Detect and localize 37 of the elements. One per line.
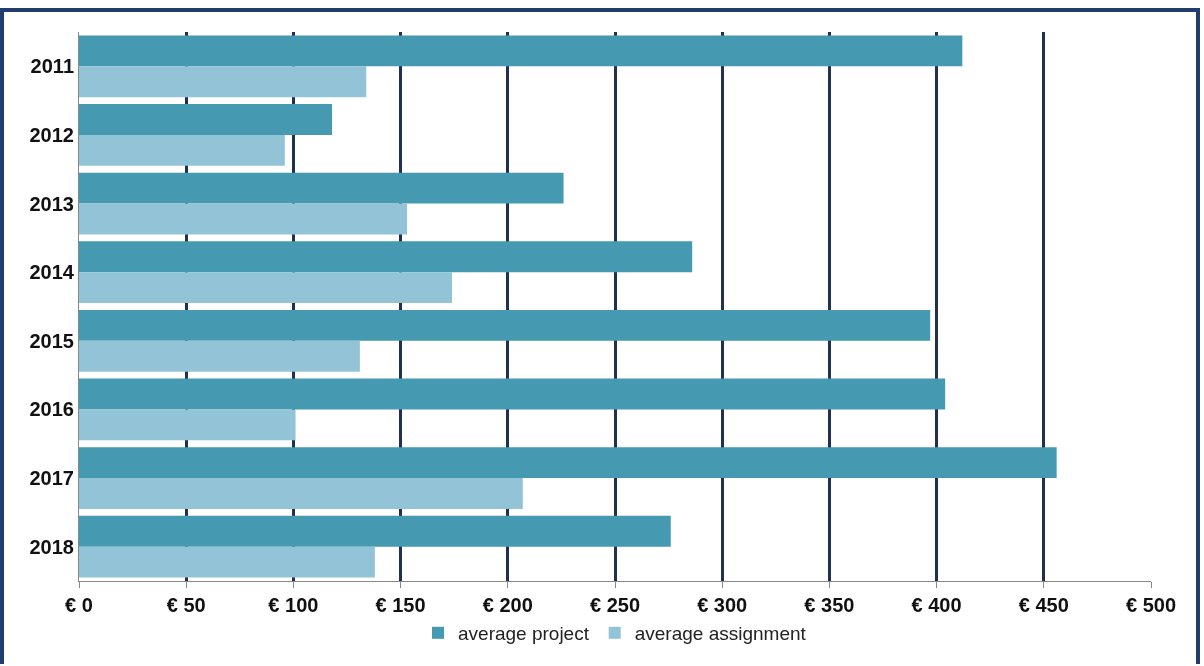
- bar: [79, 309, 931, 341]
- x-tick-label: € 350: [804, 594, 855, 616]
- x-tick-label: € 50: [166, 594, 206, 616]
- bar: [79, 340, 360, 372]
- y-tick-label: 2014: [29, 261, 75, 284]
- x-tick-label: € 100: [268, 594, 319, 616]
- y-tick-label: 2013: [29, 192, 74, 215]
- x-tick-label: € 400: [911, 594, 962, 616]
- x-tick-label: € 150: [375, 594, 426, 616]
- legend-label: average assignment: [634, 623, 807, 645]
- y-tick-label: 2016: [29, 398, 74, 421]
- bar: [79, 35, 963, 67]
- bar: [79, 172, 564, 204]
- y-tick-label: 2012: [29, 123, 74, 146]
- x-tick-label: € 0: [65, 594, 93, 616]
- y-tick-label: 2018: [29, 535, 74, 558]
- y-tick-label: 2015: [29, 329, 74, 352]
- x-tick-label: € 250: [589, 594, 641, 616]
- bar: [79, 409, 296, 441]
- legend-label: average project: [458, 623, 590, 645]
- x-tick-label: € 200: [482, 594, 533, 616]
- y-tick-label: 2017: [29, 467, 74, 490]
- bar: [79, 134, 285, 166]
- y-tick-label: 2011: [30, 55, 74, 78]
- bar: [79, 515, 671, 547]
- bar: [79, 241, 693, 273]
- bar: [79, 447, 1057, 479]
- x-tick-label: € 500: [1125, 594, 1177, 616]
- bar: [79, 272, 453, 304]
- bar: [79, 478, 523, 509]
- bar: [79, 546, 375, 578]
- x-tick-label: € 300: [697, 594, 748, 616]
- bar: [79, 66, 367, 98]
- x-tick-label: € 450: [1018, 594, 1069, 616]
- bar: [79, 203, 408, 235]
- bar: [79, 378, 946, 410]
- bar: [79, 104, 332, 135]
